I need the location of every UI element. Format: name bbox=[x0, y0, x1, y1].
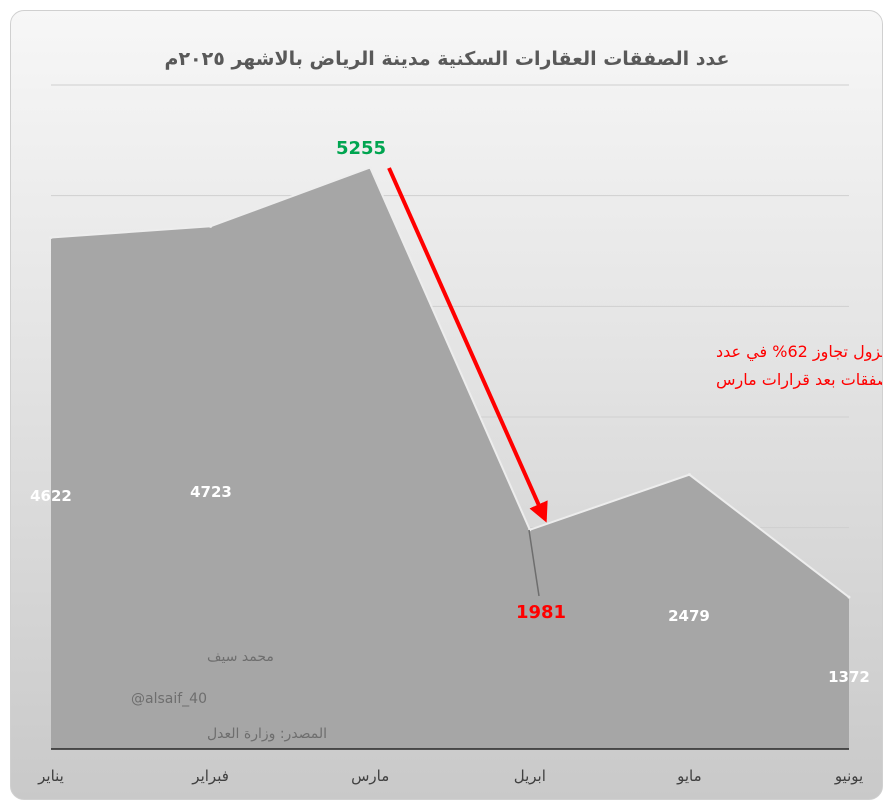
data-label-4: 2479 bbox=[668, 607, 710, 625]
data-label-5: 1372 bbox=[828, 668, 870, 686]
author-name: محمد سيف bbox=[207, 649, 274, 665]
category-label-3: ابريل bbox=[514, 767, 546, 785]
data-label-3: 1981 bbox=[516, 602, 566, 623]
data-point-2 bbox=[368, 165, 372, 169]
category-label-4: مايو bbox=[676, 767, 702, 785]
data-label-1: 4723 bbox=[190, 483, 232, 501]
category-labels: يناير فبراير مارس ابريل مايو يونيو bbox=[37, 767, 863, 785]
data-point-0 bbox=[49, 235, 53, 239]
data-label-0: 4622 bbox=[30, 487, 72, 505]
area-chart: عدد الصفقات العقارات السكنية مدينة الريا… bbox=[30, 48, 883, 785]
chart-title: عدد الصفقات العقارات السكنية مدينة الريا… bbox=[165, 48, 730, 70]
author-handle: @alsaif_40 bbox=[131, 691, 207, 707]
data-point-1 bbox=[209, 224, 213, 228]
category-label-0: يناير bbox=[37, 767, 64, 785]
min-label-leader-line bbox=[528, 529, 540, 597]
area-fill bbox=[51, 167, 849, 750]
data-labels: 4622 4723 5255 1981 2479 1372 bbox=[30, 138, 870, 686]
data-point-4 bbox=[687, 473, 691, 477]
chart-frame: عدد الصفقات العقارات السكنية مدينة الريا… bbox=[10, 10, 883, 800]
area-series bbox=[49, 165, 851, 750]
area-edge-line bbox=[50, 166, 850, 598]
decline-arrow bbox=[387, 167, 548, 523]
category-label-2: مارس bbox=[351, 767, 389, 785]
category-label-5: يونيو bbox=[834, 767, 863, 785]
annotation-line-1: نزول تجاوز 62% في عدد bbox=[716, 342, 883, 362]
data-label-2: 5255 bbox=[336, 138, 386, 159]
data-point-5 bbox=[847, 595, 851, 599]
category-label-1: فبراير bbox=[191, 767, 229, 785]
annotation-line-2: الصفقات بعد قرارات مارس bbox=[716, 370, 883, 390]
data-source: المصدر: وزارة العدل bbox=[207, 726, 327, 742]
